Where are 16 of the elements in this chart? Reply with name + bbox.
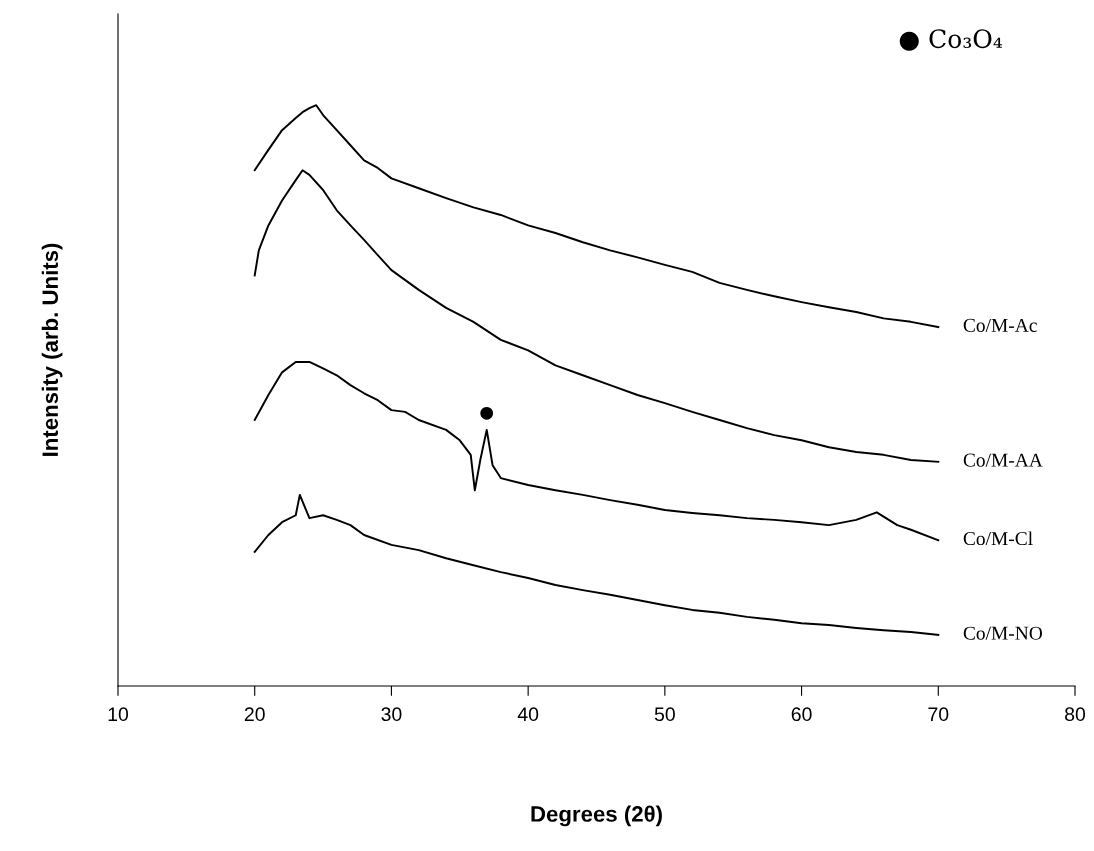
x-tick-label: 40 [517, 707, 539, 722]
x-tick-label: 70 [928, 707, 949, 722]
series-label: Co/M-AA [963, 453, 1043, 467]
annotation: ● [480, 406, 494, 420]
x-tick-label: 50 [654, 707, 675, 722]
y-axis-title: Intensity (arb. Units) [41, 243, 63, 456]
series-label: Co/M-NO [963, 626, 1043, 640]
x-tick-label: 80 [1065, 707, 1086, 722]
x-axis-title: Degrees (2θ) [531, 805, 662, 827]
series-label: Co/M-Cl [963, 531, 1033, 546]
x-tick-label: 10 [108, 707, 129, 722]
x-tick-label: 20 [244, 707, 265, 722]
text: ● Co₃O₄ [899, 29, 1003, 51]
x-tick-label: 30 [381, 707, 402, 722]
x-tick-label: 60 [791, 707, 812, 722]
series-label: Co/M-Ac [963, 318, 1037, 332]
